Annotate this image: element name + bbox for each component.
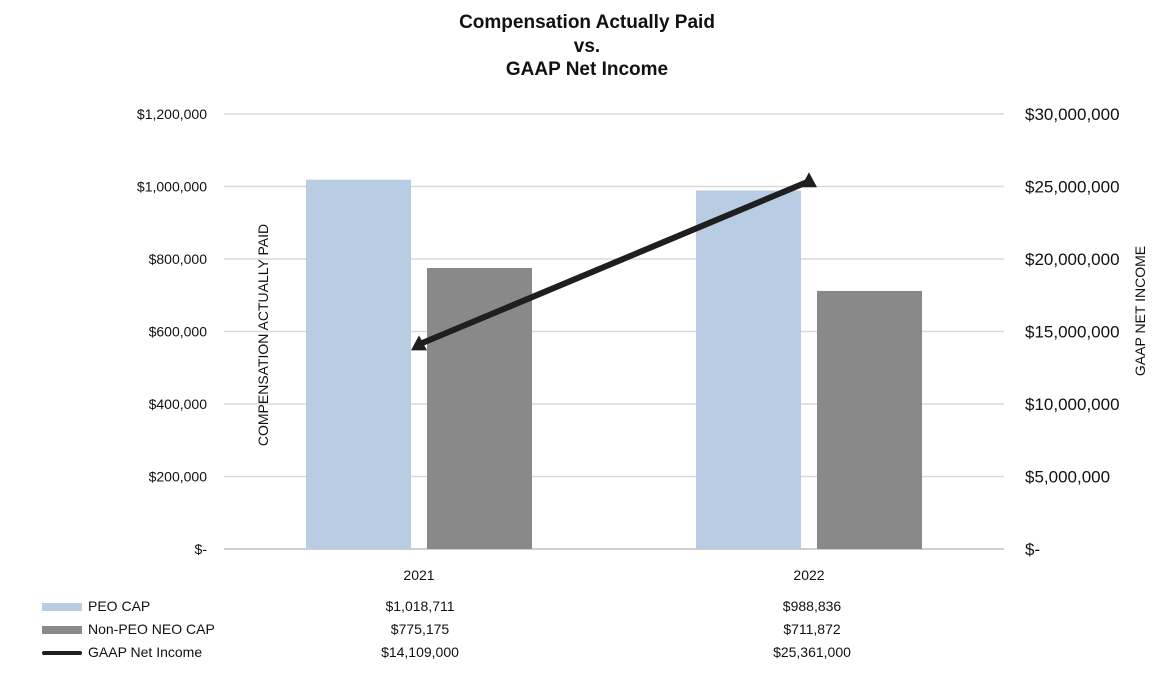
y2-tick-label: $5,000,000 bbox=[1025, 468, 1110, 487]
legend-swatch-non-peo-neo-cap bbox=[42, 626, 82, 634]
y2-tick-label: $25,000,000 bbox=[1025, 178, 1120, 197]
data-label-non-peo-2021: $775,175 bbox=[390, 621, 450, 637]
legend-label-non-peo-neo-cap: Non-PEO NEO CAP bbox=[88, 621, 215, 637]
legend-swatch-peo-cap bbox=[42, 603, 82, 611]
y-tick-label: $200,000 bbox=[149, 469, 208, 485]
chart-title-line-2: vs. bbox=[573, 36, 601, 57]
y2-axis-title: GAAP NET INCOME bbox=[1132, 246, 1148, 376]
y-tick-label: $600,000 bbox=[149, 324, 208, 340]
data-label-gaap-2022: $25,361,000 bbox=[773, 644, 851, 660]
y-tick-label: $800,000 bbox=[149, 251, 208, 267]
y-tick-label: $- bbox=[195, 541, 208, 557]
line-point-marker bbox=[801, 172, 817, 188]
chart-title-line-3: GAAP Net Income bbox=[505, 59, 669, 80]
bar bbox=[306, 179, 411, 549]
legend-label-peo-cap: PEO CAP bbox=[88, 598, 151, 614]
legend-row-peo-cap: PEO CAP $1,018,711 $988,836 bbox=[0, 596, 1174, 618]
series-line-gaap-net-income bbox=[416, 178, 812, 348]
y2-tick-label: $- bbox=[1025, 540, 1040, 559]
data-label-peo-cap-2022: $988,836 bbox=[782, 598, 842, 614]
y2-tick-label: $20,000,000 bbox=[1025, 250, 1120, 269]
legend-row-gaap-net-income: GAAP Net Income $14,109,000 $25,361,000 bbox=[0, 642, 1174, 664]
bar bbox=[817, 290, 922, 549]
legend-row-non-peo-neo-cap: Non-PEO NEO CAP $775,175 $711,872 bbox=[0, 619, 1174, 641]
y-axis-title: COMPENSATION ACTUALLY PAID bbox=[255, 224, 271, 446]
y2-tick-label: $10,000,000 bbox=[1025, 395, 1120, 414]
data-label-non-peo-2022: $711,872 bbox=[783, 621, 841, 637]
x-tick-label: 2022 bbox=[793, 567, 824, 583]
y2-tick-label: $15,000,000 bbox=[1025, 323, 1120, 342]
line-point-marker bbox=[411, 335, 427, 351]
bar bbox=[696, 190, 801, 550]
y-tick-label: $1,200,000 bbox=[137, 106, 207, 122]
data-label-gaap-2021: $14,109,000 bbox=[381, 644, 459, 660]
x-tick-label: 2021 bbox=[403, 567, 434, 583]
bar bbox=[427, 267, 532, 549]
y2-tick-label: $30,000,000 bbox=[1025, 105, 1120, 124]
legend-line-gaap-net-income bbox=[42, 651, 82, 655]
y-tick-label: $400,000 bbox=[149, 396, 208, 412]
y-tick-label: $1,000,000 bbox=[137, 179, 207, 195]
chart-title-line-1: Compensation Actually Paid bbox=[459, 12, 715, 33]
legend-label-gaap-net-income: GAAP Net Income bbox=[88, 644, 203, 660]
data-label-peo-cap-2021: $1,018,711 bbox=[385, 598, 455, 614]
